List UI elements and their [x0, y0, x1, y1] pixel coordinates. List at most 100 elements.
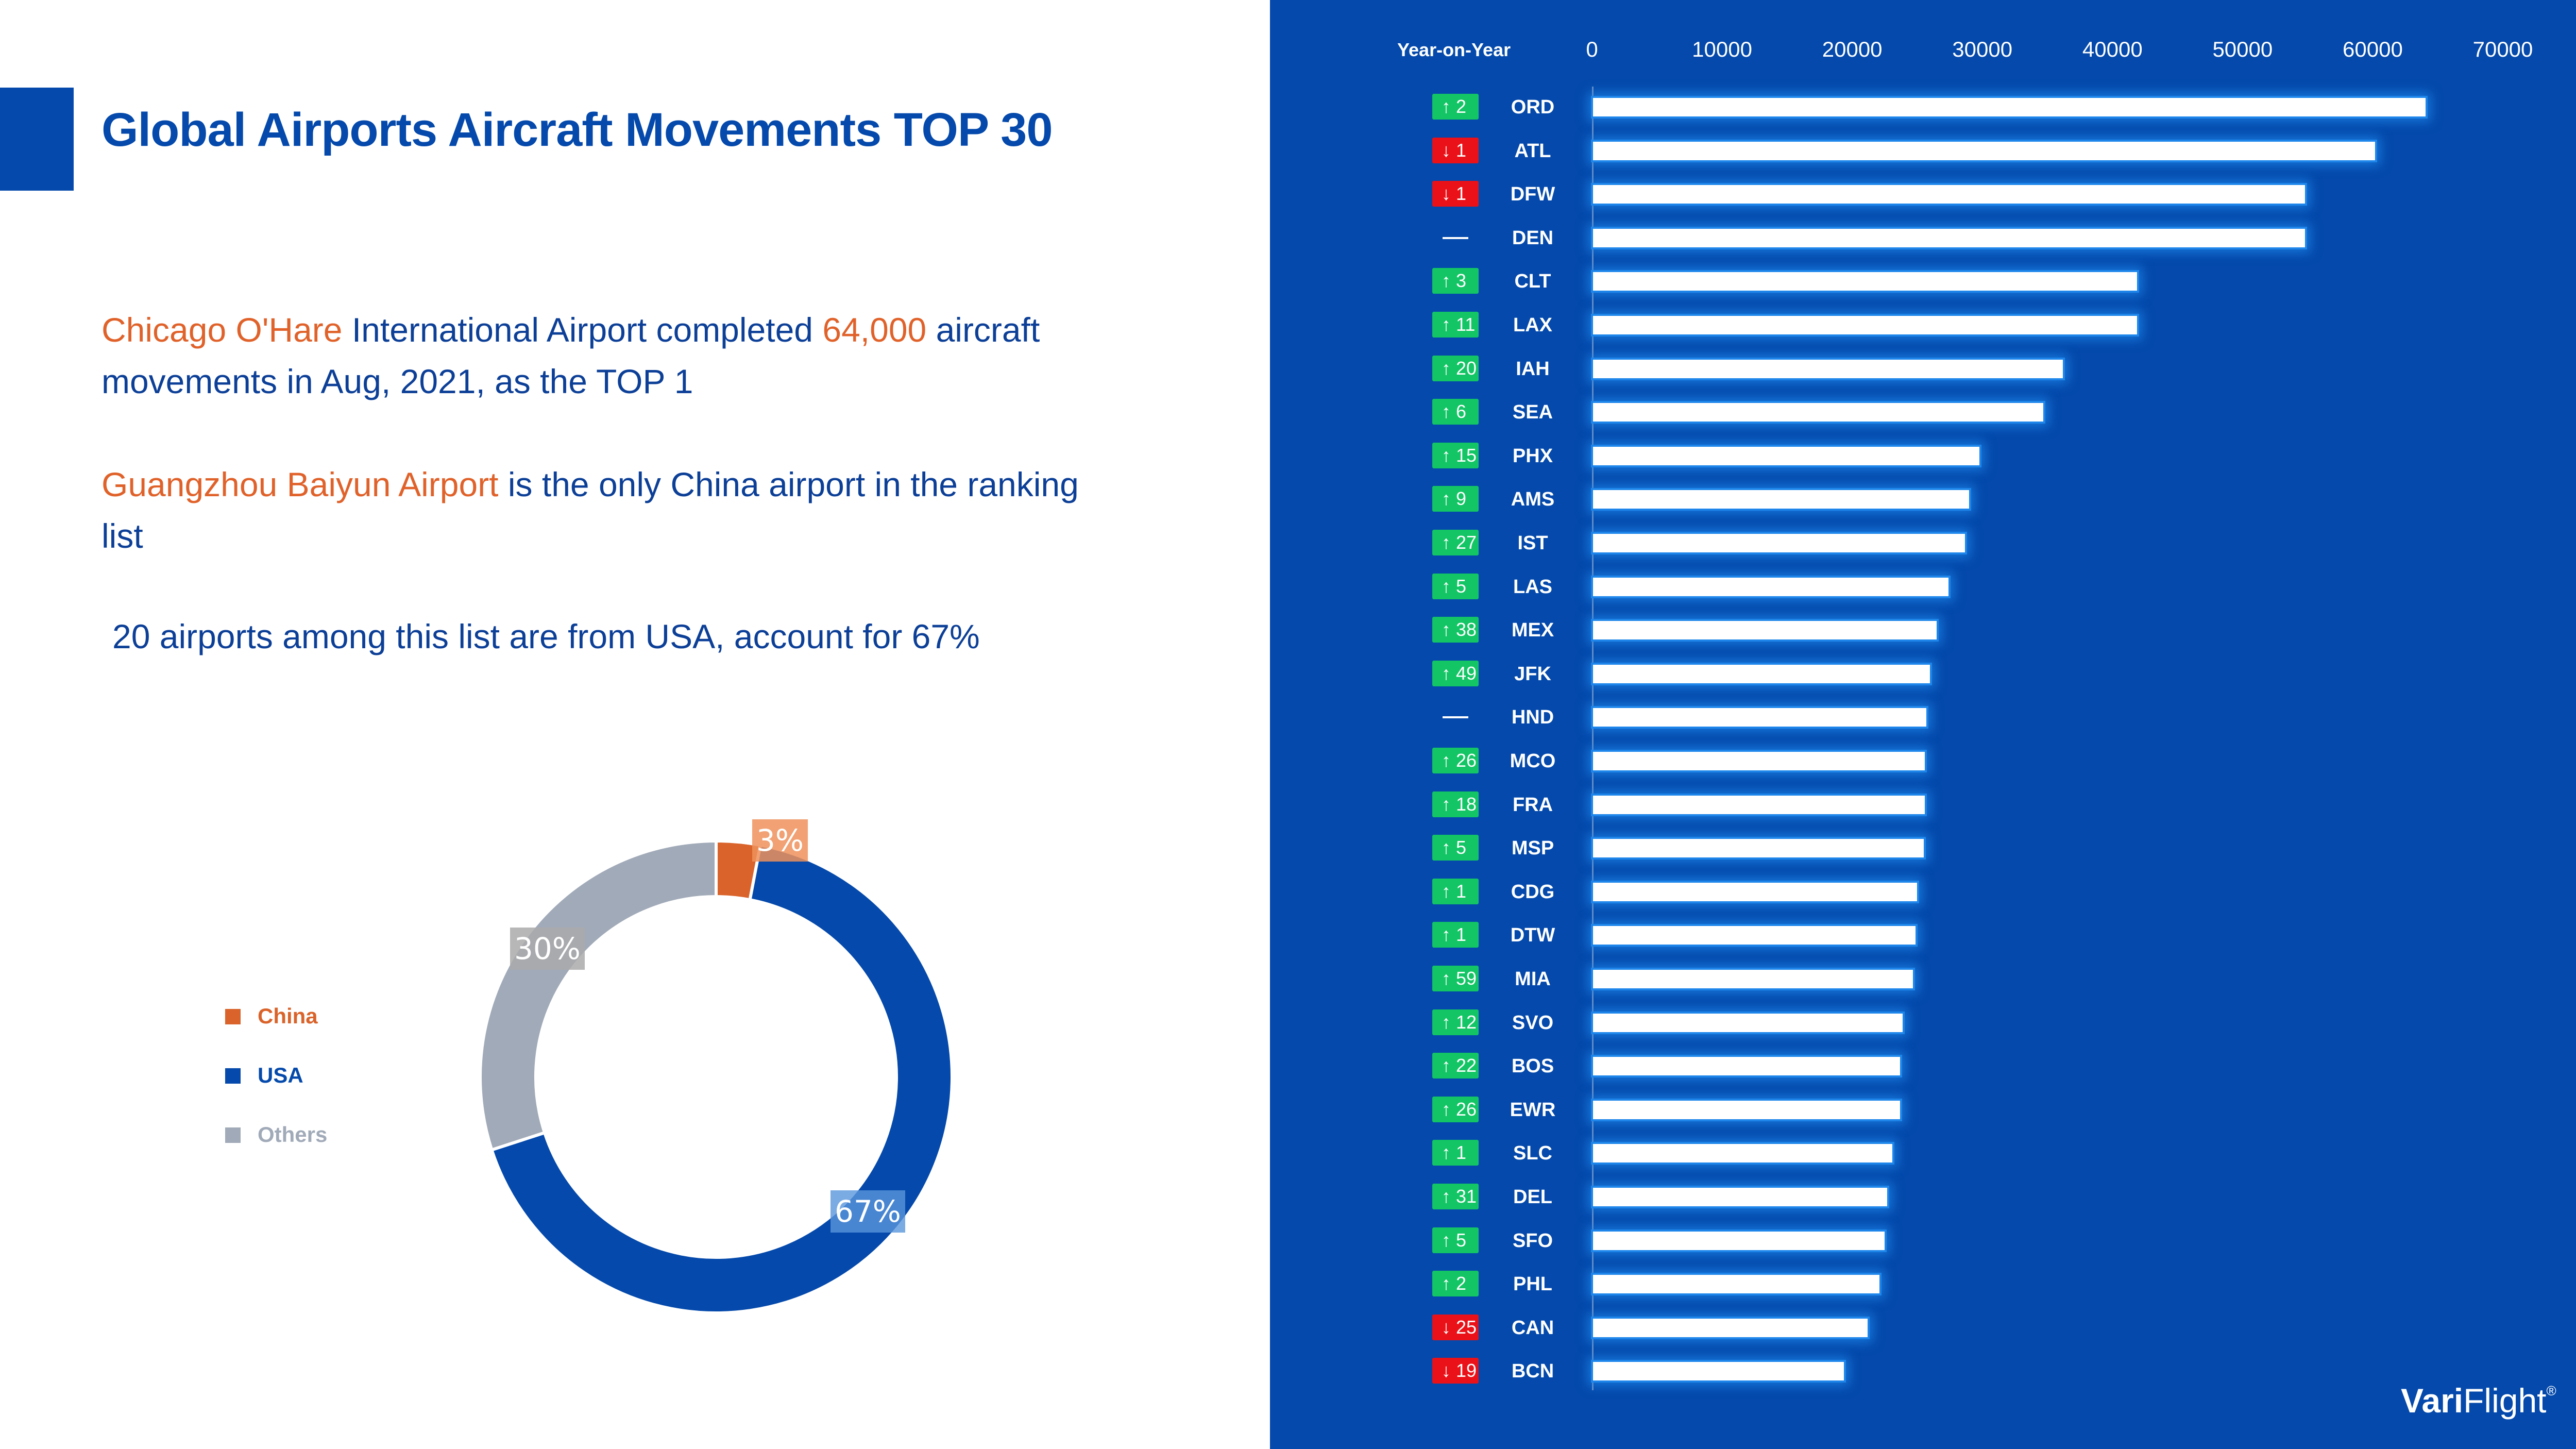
rank-up-badge: ↑ 12: [1432, 1009, 1479, 1035]
airport-code: IST: [1517, 532, 1548, 554]
airport-code: IAH: [1516, 358, 1550, 380]
movement-bar: [1593, 316, 2137, 334]
registered-mark-icon: ®: [2546, 1383, 2556, 1399]
bar-row-msp: ↑ 5 MSP: [1391, 829, 2550, 872]
donut-label-others: 30%: [510, 928, 585, 970]
airport-code: SLC: [1513, 1142, 1552, 1165]
rank-up-badge: ↑ 1: [1432, 1140, 1479, 1166]
movement-bar: [1593, 1188, 1887, 1206]
rank-up-badge: ↑ 20: [1432, 355, 1479, 381]
bar-row-bcn: ↓ 19 BCN: [1391, 1352, 2550, 1395]
legend-swatch-icon: [225, 1127, 241, 1143]
legend-label: China: [258, 1004, 318, 1028]
rank-up-badge: ↑ 2: [1432, 94, 1479, 120]
airport-code: MCO: [1510, 750, 1556, 772]
bar-row-hnd: HND: [1391, 698, 2550, 741]
airport-code: ATL: [1514, 140, 1551, 162]
movement-bar: [1593, 185, 2305, 204]
rank-down-badge: ↓ 1: [1432, 137, 1479, 163]
rank-up-badge: ↑ 3: [1432, 268, 1479, 294]
airport-code: EWR: [1510, 1099, 1556, 1121]
movement-bar: [1593, 752, 1925, 770]
movement-bar: [1593, 403, 2043, 422]
airport-code: ORD: [1511, 96, 1555, 118]
x-axis-tick: 0: [1586, 37, 1598, 61]
airport-code: SVO: [1512, 1012, 1554, 1034]
x-axis-tick: 10000: [1692, 37, 1752, 61]
movement-bar: [1593, 359, 2063, 378]
airport-code: LAX: [1513, 314, 1552, 336]
bar-row-jfk: ↑ 49 JFK: [1391, 654, 2550, 698]
rank-up-badge: ↑ 18: [1432, 791, 1479, 817]
rank-up-badge: ↑ 59: [1432, 966, 1479, 991]
movement-bar: [1593, 1144, 1892, 1163]
movement-bar: [1593, 839, 1924, 858]
legend-label: USA: [258, 1063, 303, 1087]
airport-code: JFK: [1514, 663, 1551, 685]
movement-bar: [1593, 970, 1913, 988]
bar-row-atl: ↓ 1 ATL: [1391, 131, 2550, 175]
rank-up-badge: ↑ 26: [1432, 748, 1479, 773]
logo-light: Flight: [2463, 1381, 2547, 1420]
bar-row-ord: ↑ 2 ORD: [1391, 88, 2550, 131]
summary-paragraph-china: Guangzhou Baiyun Airport is the only Chi…: [101, 459, 1080, 562]
movement-bar: [1593, 1362, 1844, 1381]
y-axis-line: [1592, 87, 1594, 1390]
airport-code: DEN: [1512, 227, 1554, 249]
airport-code: DTW: [1510, 924, 1555, 947]
movement-bar: [1593, 1318, 1868, 1337]
rank-down-badge: ↓ 19: [1432, 1358, 1479, 1384]
highlight-number: 64,000: [822, 311, 927, 349]
bar-row-mex: ↑ 38 MEX: [1391, 611, 2550, 654]
x-axis-tick: 20000: [1822, 37, 1883, 61]
airport-code: FRA: [1512, 794, 1553, 816]
airport-code: HND: [1511, 706, 1554, 729]
bar-row-sfo: ↑ 5 SFO: [1391, 1221, 2550, 1265]
bar-row-ams: ↑ 9 AMS: [1391, 480, 2550, 523]
summary-paragraph-usa: 20 airports among this list are from USA…: [112, 617, 980, 655]
airport-code: SEA: [1512, 401, 1553, 424]
rank-unchanged-dash-icon: [1432, 225, 1479, 250]
legend-swatch-icon: [225, 1009, 241, 1024]
donut-svg: [479, 839, 954, 1315]
rank-up-badge: ↑ 31: [1432, 1184, 1479, 1209]
title-accent-bar: [0, 88, 74, 191]
movement-bar: [1593, 882, 1917, 901]
rank-up-badge: ↑ 1: [1432, 878, 1479, 904]
movement-bar: [1593, 141, 2375, 160]
movement-bar: [1593, 664, 1930, 683]
airport-code: BOS: [1511, 1055, 1554, 1077]
paragraph-text: International Airport completed: [342, 311, 823, 349]
movement-bar: [1593, 1057, 1901, 1076]
rank-up-badge: ↑ 27: [1432, 530, 1479, 555]
rank-up-badge: ↑ 5: [1432, 1227, 1479, 1253]
movement-bar: [1593, 534, 1965, 552]
bar-row-mia: ↑ 59 MIA: [1391, 959, 2550, 1003]
rank-up-badge: ↑ 26: [1432, 1096, 1479, 1122]
rank-up-badge: ↑ 11: [1432, 312, 1479, 338]
movement-bar: [1593, 272, 2137, 291]
airport-code: MEX: [1511, 619, 1554, 642]
donut-label-usa: 67%: [831, 1190, 905, 1233]
movement-bar: [1593, 228, 2305, 247]
bar-row-cdg: ↑ 1 CDG: [1391, 872, 2550, 916]
bar-row-slc: ↑ 1 SLC: [1391, 1134, 2550, 1177]
rank-down-badge: ↓ 25: [1432, 1314, 1479, 1340]
donut-chart: 3% 67% 30%: [479, 819, 954, 1315]
yoy-column-header: Year-on-Year: [1397, 39, 1511, 60]
airport-code: DEL: [1513, 1186, 1552, 1208]
bar-row-bos: ↑ 22 BOS: [1391, 1047, 2550, 1090]
variflight-logo: VariFlight®: [2401, 1381, 2556, 1420]
airport-code: SFO: [1512, 1229, 1553, 1252]
paragraph-text: aircraft movements in Aug, 2021, as the …: [101, 311, 1040, 400]
movement-bar: [1593, 926, 1916, 945]
rank-up-badge: ↑ 9: [1432, 486, 1479, 512]
highlight-airport: Guangzhou Baiyun Airport: [101, 465, 499, 503]
legend-label: Others: [258, 1122, 328, 1147]
summary-paragraph-top1: Chicago O'Hare International Airport com…: [101, 304, 1080, 407]
bar-row-ewr: ↑ 26 EWR: [1391, 1090, 2550, 1134]
bar-row-fra: ↑ 18 FRA: [1391, 785, 2550, 829]
airport-code: CLT: [1514, 271, 1551, 293]
airport-code: CDG: [1511, 881, 1555, 903]
highlight-airport: Chicago O'Hare: [101, 311, 343, 349]
